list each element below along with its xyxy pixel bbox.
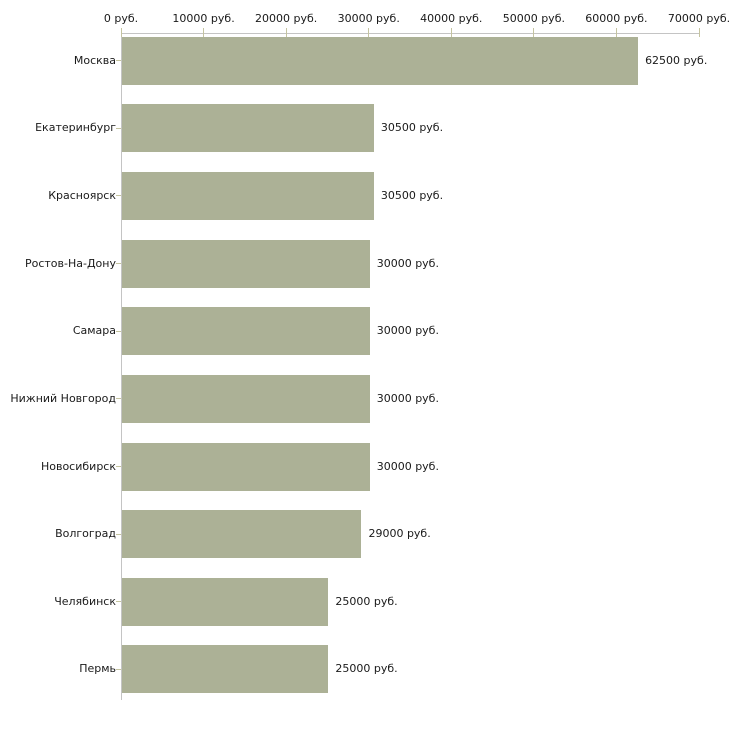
- bar: [122, 171, 374, 220]
- x-axis-tick-label: 30000 руб.: [337, 12, 400, 25]
- bar: [122, 307, 370, 356]
- value-label: 25000 руб.: [335, 594, 398, 608]
- x-axis-tick: [615, 28, 617, 37]
- category-label: Красноярск: [48, 188, 116, 202]
- y-axis-tick: [116, 195, 121, 197]
- category-label: Москва: [73, 53, 116, 67]
- bar: [122, 239, 370, 288]
- value-label: 30500 руб.: [380, 121, 444, 135]
- x-axis-tick-label: 50000 руб.: [502, 12, 565, 25]
- value-label: 29000 руб.: [368, 527, 431, 541]
- y-axis-tick: [116, 398, 121, 400]
- category-label: Самара: [72, 324, 116, 338]
- bar: [122, 36, 639, 85]
- bar: [122, 104, 374, 153]
- y-axis-tick: [116, 533, 121, 535]
- bar: [122, 577, 329, 626]
- value-label: 30000 руб.: [376, 391, 439, 405]
- category-label: Нижний Новгород: [10, 391, 116, 405]
- y-axis-tick: [116, 601, 121, 603]
- x-axis-tick-label: 0 руб.: [103, 12, 139, 25]
- bar: [122, 510, 362, 559]
- x-axis-tick: [368, 28, 370, 37]
- x-axis-tick-label: 40000 руб.: [420, 12, 483, 25]
- category-label: Волгоград: [55, 527, 116, 541]
- bar: [122, 374, 370, 423]
- value-label: 30500 руб.: [380, 188, 444, 202]
- value-label: 62500 руб.: [645, 53, 708, 67]
- category-label: Новосибирск: [40, 459, 116, 473]
- x-axis-tick: [285, 28, 287, 37]
- x-axis-tick-label: 60000 руб.: [585, 12, 648, 25]
- y-axis-tick: [116, 330, 121, 332]
- x-axis-tick: [533, 28, 535, 37]
- x-axis-tick-label: 20000 руб.: [255, 12, 318, 25]
- value-label: 30000 руб.: [376, 324, 439, 338]
- x-axis-tick: [120, 28, 122, 37]
- y-axis-tick: [116, 60, 121, 62]
- category-label: Пермь: [79, 662, 116, 676]
- bar: [122, 645, 329, 694]
- y-axis-tick: [116, 127, 121, 129]
- x-axis-line: [121, 33, 700, 34]
- category-label: Челябинск: [54, 594, 116, 608]
- x-axis-tick: [203, 28, 205, 37]
- category-label: Ростов-На-Дону: [24, 256, 116, 270]
- x-axis-tick-label: 10000 руб.: [172, 12, 235, 25]
- y-axis-tick: [116, 263, 121, 265]
- value-label: 30000 руб.: [376, 459, 439, 473]
- x-axis-tick: [450, 28, 452, 37]
- value-label: 30000 руб.: [376, 256, 439, 270]
- y-axis-tick: [116, 668, 121, 670]
- value-label: 25000 руб.: [335, 662, 398, 676]
- y-axis-line: [121, 33, 122, 700]
- bar: [122, 442, 370, 491]
- category-label: Екатеринбург: [35, 121, 116, 135]
- x-axis-tick: [698, 28, 700, 37]
- x-axis-tick-label: 70000 руб.: [667, 12, 730, 25]
- y-axis-tick: [116, 466, 121, 468]
